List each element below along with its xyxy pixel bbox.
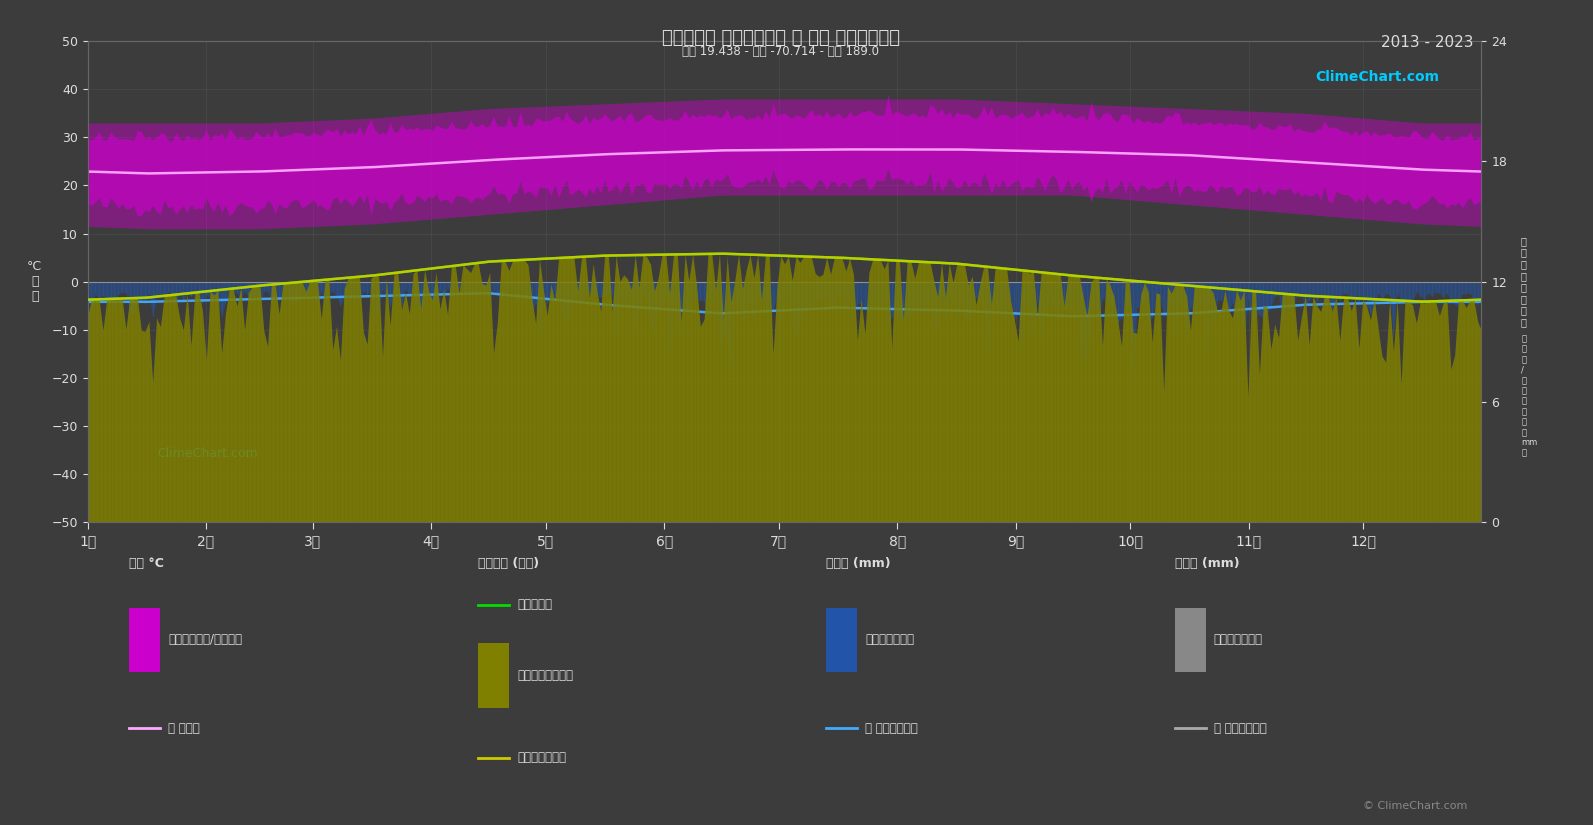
- Text: 日ごとの日照時間: 日ごとの日照時間: [518, 669, 573, 681]
- Y-axis label: °C
温
度: °C 温 度: [27, 260, 43, 303]
- Text: の気候変動 サンティアゴ デ ロス カバジェロス: の気候変動 サンティアゴ デ ロス カバジェロス: [661, 29, 900, 47]
- Text: 降雨量 (mm): 降雨量 (mm): [827, 558, 890, 570]
- Text: ClimeChart.com: ClimeChart.com: [1316, 70, 1440, 84]
- Text: 日照時間 (時間): 日照時間 (時間): [478, 558, 538, 570]
- Text: 日ごとの最小/最大範囲: 日ごとの最小/最大範囲: [169, 634, 242, 647]
- Text: － 月平均降雪量: － 月平均降雪量: [1214, 722, 1266, 735]
- Bar: [478, 643, 508, 708]
- Text: © ClimeChart.com: © ClimeChart.com: [1364, 801, 1467, 811]
- Text: 日ごとの降雨量: 日ごとの降雨量: [865, 634, 914, 647]
- Text: － 月平均: － 月平均: [169, 722, 201, 735]
- Text: ClimeChart.com: ClimeChart.com: [158, 446, 258, 460]
- Text: 2013 - 2023: 2013 - 2023: [1381, 35, 1474, 50]
- Text: 降雪量 (mm): 降雪量 (mm): [1176, 558, 1239, 570]
- Bar: [129, 607, 159, 672]
- Bar: [827, 607, 857, 672]
- Text: 日中の時間: 日中の時間: [518, 598, 551, 611]
- Y-axis label: 日
照
時
間
（
時
間
）: 日 照 時 間 （ 時 間 ）: [1521, 236, 1526, 328]
- Text: 降
雨
量
/
最
大
降
雨
量
（
mm
）: 降 雨 量 / 最 大 降 雨 量 （ mm ）: [1521, 334, 1537, 458]
- Text: 日ごとの降雪量: 日ごとの降雪量: [1214, 634, 1263, 647]
- Text: 気温 °C: 気温 °C: [129, 558, 164, 570]
- Bar: [1176, 607, 1206, 672]
- Text: － 月平均降雨量: － 月平均降雨量: [865, 722, 918, 735]
- Text: 月平均日照時間: 月平均日照時間: [518, 752, 566, 764]
- Text: 緯度 19.438 - 経度 -70.714 - 標高 189.0: 緯度 19.438 - 経度 -70.714 - 標高 189.0: [682, 45, 879, 59]
